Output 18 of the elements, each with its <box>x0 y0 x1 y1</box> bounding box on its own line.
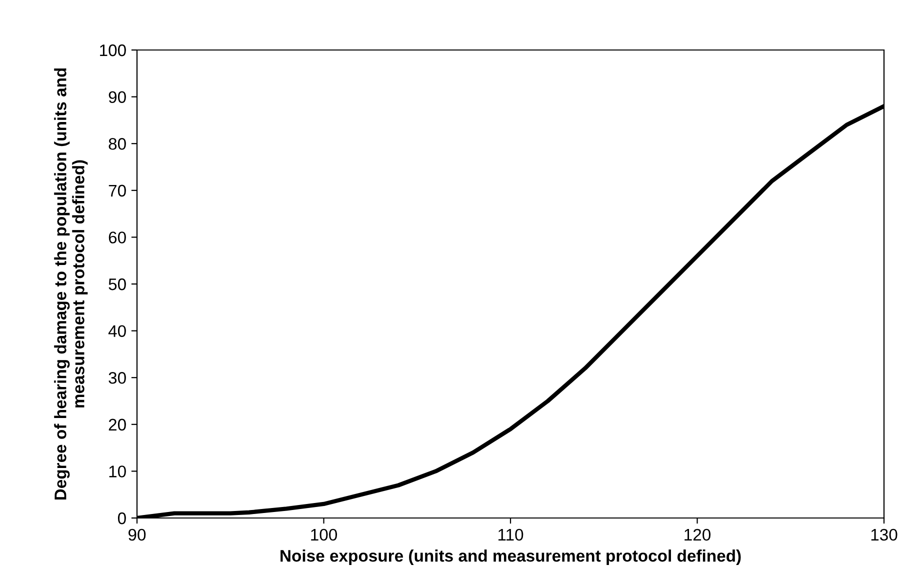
y-tick-label: 80 <box>108 138 126 150</box>
y-tick-label: 100 <box>100 44 126 56</box>
x-axis-title: Noise exposure (units and measurement protocol defined) <box>280 550 741 566</box>
y-axis-title: Degree of hearing damage to the population (units and measurement protocol defined) <box>54 68 88 500</box>
y-tick-label: 50 <box>108 278 126 290</box>
x-tick-label: 130 <box>871 528 898 541</box>
y-tick-label: 60 <box>108 232 126 244</box>
x-tick-label: 110 <box>498 528 524 541</box>
x-tick-label: 100 <box>311 528 338 541</box>
y-tick-label: 0 <box>118 512 126 524</box>
y-tick-label: 70 <box>108 184 126 197</box>
y-tick-label: 40 <box>108 325 126 338</box>
x-tick-label: 120 <box>684 528 711 541</box>
y-tick-label: 30 <box>108 372 126 384</box>
y-tick-label: 10 <box>109 466 126 478</box>
y-tick-label: 90 <box>108 91 126 104</box>
x-tick-label: 90 <box>128 528 146 541</box>
y-tick-label: 20 <box>108 418 126 431</box>
